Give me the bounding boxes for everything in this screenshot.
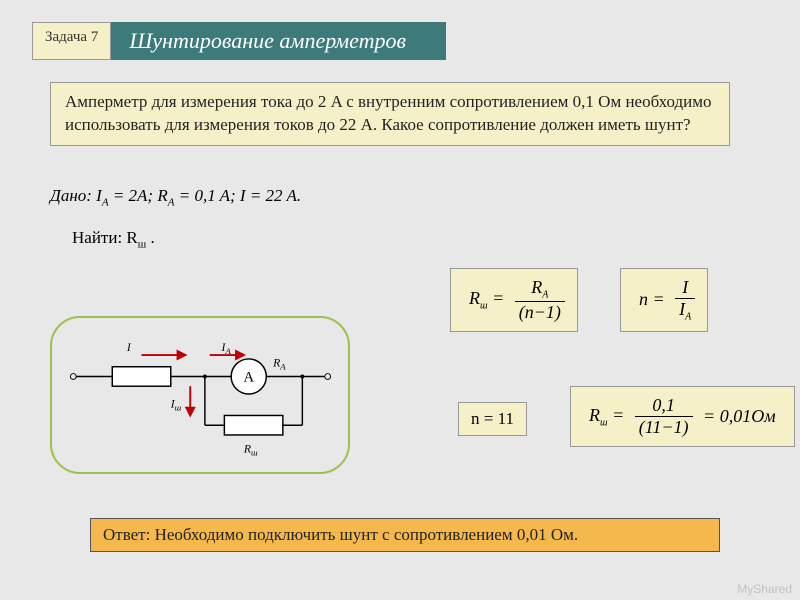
svg-text:I: I: [126, 341, 132, 354]
svg-text:Iш: Iш: [170, 398, 182, 413]
svg-text:Rш: Rш: [243, 443, 258, 458]
svg-text:IA: IA: [220, 341, 231, 356]
svg-text:RA: RA: [272, 357, 286, 372]
circuit-diagram: A I IA Iш RA Rш: [50, 316, 350, 474]
watermark: MyShared: [737, 582, 792, 596]
header-row: Задача 7 Шунтирование амперметров: [32, 22, 446, 60]
given-line: Дано: IA = 2A; RA = 0,1 A; I = 22 A.: [50, 186, 301, 208]
problem-statement: Амперметр для измерения тока до 2 A с вн…: [50, 82, 730, 146]
f3-num: 0,1: [635, 395, 693, 416]
slide-title: Шунтирование амперметров: [111, 22, 446, 60]
circuit-svg: A I IA Iш RA Rш: [52, 318, 348, 472]
answer-box: Ответ: Необходимо подключить шунт с сопр…: [90, 518, 720, 552]
svg-text:A: A: [243, 369, 254, 385]
find-prefix: Найти:: [72, 228, 126, 247]
problem-number-tag: Задача 7: [32, 22, 111, 60]
formula-n: n = I IA: [620, 268, 708, 332]
f3-result: 0,01Ом: [720, 406, 776, 426]
find-line: Найти: Rш .: [72, 228, 155, 250]
formula-rsh-calc: Rш = 0,1 (11−1) = 0,01Ом: [570, 386, 795, 447]
f3-den: (11−1): [635, 416, 693, 438]
given-prefix: Дано:: [50, 186, 96, 205]
formula-rsh: Rш = RA (n−1): [450, 268, 578, 332]
n-result: n = 11: [458, 402, 527, 436]
